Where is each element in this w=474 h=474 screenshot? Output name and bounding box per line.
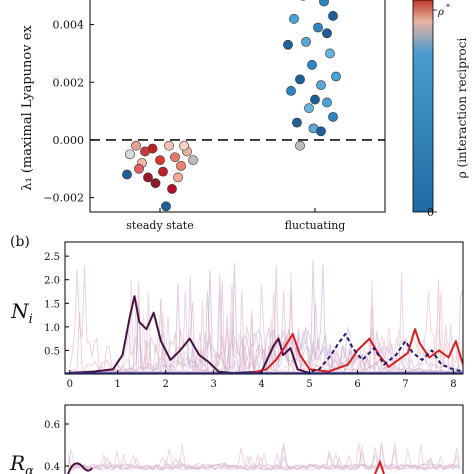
colorbar-gradient (412, 0, 434, 213)
y-tick-label-b: 1.5 (44, 299, 60, 310)
x-tick-label-b: 8 (450, 379, 456, 390)
scatter-point (295, 74, 305, 85)
scatter-points (122, 0, 341, 212)
scatter-point (164, 140, 174, 151)
scatter-point (161, 201, 171, 212)
scatter-point (140, 146, 150, 157)
scatter-point (150, 178, 161, 189)
y-tick-label-a: −0.002 (43, 192, 84, 205)
panel-label-b: (b) (10, 234, 30, 250)
scatter-point (304, 103, 314, 114)
scatter-point (328, 11, 338, 21)
background-traces (69, 259, 463, 374)
y-tick-label-a: 0.002 (53, 76, 85, 89)
panel-b: (b) Ni 0.5 1.0 1.5 2.0 2.5 0 1 2 3 4 5 6 7 8 (10, 234, 464, 390)
colorbar-tick-label: 0 (427, 206, 434, 219)
plot-frame-b (64, 241, 464, 375)
scatter-point (286, 86, 296, 96)
y-tick-label-b: 2.5 (44, 252, 60, 263)
y-axis-label-b: Ni (10, 299, 33, 327)
scatter-point (307, 60, 317, 70)
x-tick-label-b: 1 (115, 379, 121, 390)
x-tick-label-b: 6 (354, 379, 360, 390)
x-tick-label-b: 7 (402, 379, 408, 390)
background-trace-c (67, 449, 461, 471)
background-traces-c (67, 441, 461, 474)
scatter-point (131, 140, 141, 151)
series-line-highlight-navy-dashed (304, 332, 463, 374)
scatter-point (179, 140, 189, 151)
scatter-point (283, 39, 293, 50)
scatter-point (289, 13, 299, 24)
scatter-point (292, 117, 302, 128)
colorbar-label: ρ (interaction reciproci (455, 38, 469, 179)
y-axis-label: λ₁ (maximal Lyapunov ex (20, 25, 35, 191)
x-tick-label-a: steady state (126, 219, 193, 232)
y-ticks-b: 0.5 1.0 1.5 2.0 2.5 (44, 252, 69, 357)
x-tick-label-b: 5 (306, 379, 312, 390)
axes-c (64, 404, 464, 474)
scatter-point (122, 169, 132, 180)
scatter-point (155, 155, 165, 166)
plot-frame-a (89, 0, 386, 213)
scatter-point (167, 184, 177, 194)
scatter-point (325, 48, 335, 59)
x-tick-label-b: 2 (163, 379, 169, 390)
axes-a (89, 0, 386, 213)
scatter-point (188, 155, 198, 166)
scatter-point (173, 172, 183, 183)
scatter-point (319, 0, 329, 7)
scatter-point (310, 94, 320, 105)
colorbar: ρ * 0 ρ (interaction reciproci (412, 0, 469, 219)
plot-frame-c (64, 404, 464, 474)
x-tick-label-b: 4 (258, 379, 264, 390)
scatter-point (328, 111, 338, 122)
panel-a: λ₁ (maximal Lyapunov ex −0.002 0.000 0.002… (20, 0, 469, 232)
scatter-point (134, 163, 144, 174)
series-line-highlight-dark (69, 295, 310, 374)
scatter-point (143, 172, 153, 183)
scatter-point (295, 140, 305, 151)
y-tick-label-a: 0.000 (53, 134, 85, 147)
panel-c: Rα 0.4 0.6 (9, 404, 464, 474)
y-tick-label-b: 2.0 (44, 276, 60, 287)
x-ticks-a: steady state fluctuating (126, 208, 345, 232)
scatter-point (316, 126, 326, 137)
x-tick-label-b: 3 (210, 379, 216, 390)
scatter-point (322, 97, 332, 108)
x-tick-label-a: fluctuating (285, 219, 346, 232)
y-tick-label-b: 1.0 (44, 323, 60, 334)
scatter-point (313, 22, 323, 33)
highlighted-traces (69, 295, 463, 374)
background-trace-c (67, 443, 461, 471)
colorbar-marker-star: * (446, 3, 450, 12)
axes-b (64, 241, 464, 375)
scatter-point (316, 80, 326, 91)
scatter-point (176, 160, 186, 171)
series-line-highlight-red (251, 328, 463, 374)
scatter-point (322, 28, 332, 39)
y-tick-label-c: 0.6 (44, 420, 60, 431)
y-ticks-c: 0.4 0.6 (44, 420, 69, 473)
scatter-point (301, 36, 311, 47)
scatter-point (331, 71, 341, 82)
scatter-point (158, 166, 168, 177)
y-tick-label-a: 0.004 (53, 19, 85, 32)
x-ticks-b: 0 1 2 3 4 5 6 7 8 (67, 370, 457, 390)
colorbar-marker-label: ρ (437, 7, 444, 18)
background-trace-c (67, 445, 461, 471)
series-line-red-c (374, 459, 385, 474)
y-tick-label-c: 0.4 (44, 462, 60, 473)
y-axis-label-c: Rα (9, 451, 34, 474)
x-tick-label-b: 0 (67, 379, 73, 390)
scatter-point (125, 149, 135, 160)
scatter-point (170, 152, 180, 163)
series-line-dark-c (67, 462, 93, 474)
y-tick-label-b: 0.5 (44, 346, 60, 357)
y-ticks-a: −0.002 0.000 0.002 0.004 (43, 19, 94, 205)
